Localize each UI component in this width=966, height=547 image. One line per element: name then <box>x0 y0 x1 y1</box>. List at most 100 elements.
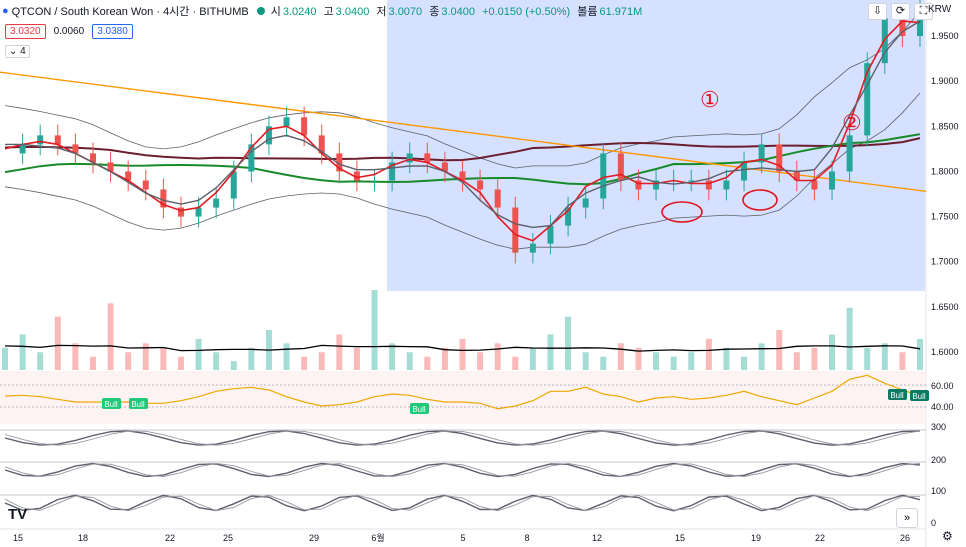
volume-bar <box>688 352 695 370</box>
candle <box>864 52 871 147</box>
stoch-k-line <box>4 430 921 446</box>
volume-bar <box>125 352 132 370</box>
candle <box>125 160 132 192</box>
candle <box>776 133 783 183</box>
candle <box>705 169 712 201</box>
candle <box>653 169 660 201</box>
candle-body <box>494 189 501 208</box>
y-tick-label: 1.6500 <box>931 302 959 312</box>
volume-bar <box>917 338 923 370</box>
candle <box>248 133 255 183</box>
symbol-header: ● QTCON / South Korean Won · 4시간 · BITHU… <box>2 2 646 20</box>
candle-body <box>741 162 748 181</box>
settings-icon[interactable]: ⚙ <box>942 529 953 543</box>
candle <box>635 169 642 201</box>
volume-bar <box>371 290 378 370</box>
candle <box>371 169 378 192</box>
volume-bar <box>899 352 906 370</box>
candle-body <box>441 162 448 172</box>
candle-body <box>107 162 114 172</box>
volume-bar <box>424 356 431 370</box>
volume-bar <box>177 356 184 370</box>
indicators-collapse-button[interactable]: ⌄ 4 <box>5 45 30 58</box>
candle <box>811 169 818 201</box>
candle-body <box>424 153 431 163</box>
candle-body <box>477 180 484 190</box>
ma-red-line <box>4 20 921 242</box>
candle <box>758 133 765 174</box>
volume-bar <box>19 334 26 370</box>
candle-body <box>829 171 836 190</box>
y-tick-label: 1.8000 <box>931 166 959 176</box>
candle <box>512 196 519 264</box>
candle <box>459 160 466 192</box>
stoch-tick-label: 0 <box>931 518 936 528</box>
candle-body <box>811 180 818 190</box>
candle-body <box>705 180 712 190</box>
candle <box>600 142 607 210</box>
osc-tick-label: 60.00 <box>931 381 954 391</box>
bull-label-text: Bull <box>104 400 118 409</box>
market-status-icon <box>256 7 265 15</box>
download-icon[interactable]: ⇩ <box>868 3 887 20</box>
candle <box>54 124 61 156</box>
volume-bar <box>283 343 290 370</box>
candle-body <box>318 135 325 154</box>
annotation-circle-1 <box>661 201 703 223</box>
volume-bar <box>353 347 360 370</box>
osc-pane-bg <box>0 371 926 424</box>
candle-body <box>653 180 660 190</box>
candle <box>565 196 572 237</box>
symbol-title[interactable]: QTCON / South Korean Won · 4시간 · BITHUMB <box>11 6 249 18</box>
refresh-icon[interactable]: ⟳ <box>891 3 910 20</box>
candle <box>494 178 501 219</box>
chevron-down-icon: ⌄ <box>9 46 18 57</box>
candle-body <box>301 117 308 136</box>
trade-badges: 3.0320 0.0060 3.0380 <box>5 24 133 39</box>
volume-bar <box>582 352 589 370</box>
candle <box>283 106 290 138</box>
candle-body <box>758 144 765 163</box>
candle <box>723 169 730 201</box>
candle-body <box>793 171 800 181</box>
bull-label: Bull <box>910 390 929 401</box>
candle-body <box>265 126 272 145</box>
candle <box>688 169 695 192</box>
candle <box>424 142 431 174</box>
volume-bar <box>811 347 818 370</box>
volume-bar <box>547 334 554 370</box>
x-tick-label: 19 <box>751 533 761 543</box>
bull-label-bg <box>102 398 121 409</box>
candle-body <box>213 198 220 208</box>
x-tick-label: 12 <box>592 533 602 543</box>
candle <box>846 124 853 183</box>
volume-bar <box>758 343 765 370</box>
bull-label: Bull <box>129 398 148 409</box>
sell-button[interactable]: 3.0320 <box>5 24 46 39</box>
candle-body <box>195 207 202 217</box>
volume-bar <box>846 307 853 370</box>
volume-bar <box>459 338 466 370</box>
bull-label: Bull <box>102 398 121 409</box>
candle-body <box>37 135 44 145</box>
spread-value: 0.0060 <box>53 26 85 37</box>
fullscreen-icon[interactable]: ⛶ <box>914 3 933 20</box>
volume-bar <box>336 334 343 370</box>
volume-ma-line <box>4 344 921 352</box>
volume-bar <box>89 356 96 370</box>
x-tick-label: 18 <box>78 533 88 543</box>
volume-bar <box>248 347 255 370</box>
buy-button[interactable]: 3.0380 <box>92 24 133 39</box>
candle <box>177 196 184 228</box>
x-tick-label: 25 <box>223 533 233 543</box>
candle-body <box>512 207 519 253</box>
volume-bar <box>512 356 519 370</box>
candle <box>318 124 325 165</box>
scroll-forward-button[interactable]: » <box>896 508 918 528</box>
volume-bar <box>2 347 8 370</box>
qtcon-logo-icon: ● <box>2 5 9 17</box>
candle <box>19 133 26 165</box>
candle <box>529 232 536 264</box>
candle <box>793 160 800 192</box>
candle-body <box>723 180 730 190</box>
